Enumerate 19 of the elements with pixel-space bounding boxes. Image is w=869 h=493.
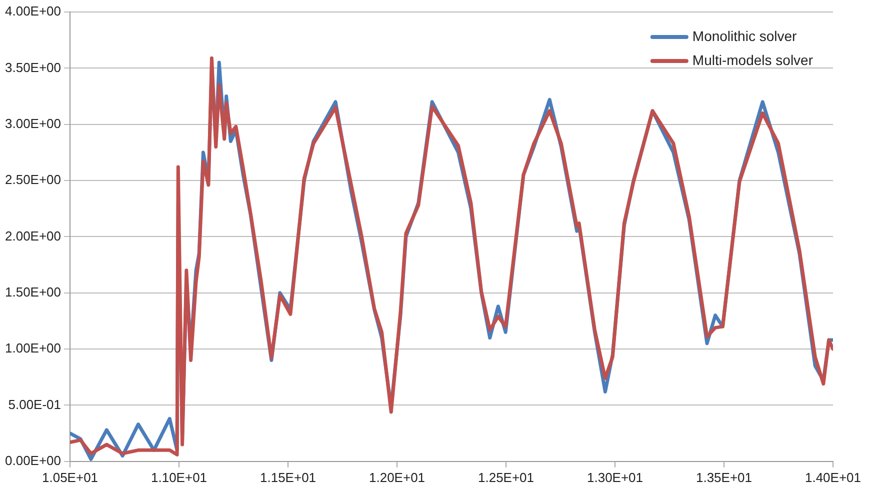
x-tick-label: 1.25E+01 [478,470,534,485]
y-tick-label: 1.00E+00 [4,340,62,356]
y-tick-label: 1.50E+00 [4,284,62,300]
legend-label: Monolithic solver [692,28,798,44]
x-tick-label: 1.10E+01 [151,470,208,485]
x-tick-label: 1.20E+01 [369,470,426,485]
y-tick-label: 2.00E+00 [4,228,62,244]
y-tick-label: 2.50E+00 [4,172,62,188]
x-tick-label: 1.30E+01 [586,470,644,485]
y-tick-label: 5.00E-01 [8,396,62,412]
y-tick-label: 3.00E+00 [4,116,62,131]
x-tick-label: 1.15E+01 [260,470,316,485]
x-tick-label: 1.05E+01 [42,470,98,485]
y-tick-label: 4.00E+00 [4,4,62,19]
x-tick-label: 1.40E+01 [804,470,862,485]
y-tick-label: 3.50E+00 [4,60,62,75]
x-tick-label: 1.35E+01 [696,470,752,485]
legend-label: Multi-models solver [692,52,814,68]
y-tick-label: 0.00E+00 [4,452,62,468]
